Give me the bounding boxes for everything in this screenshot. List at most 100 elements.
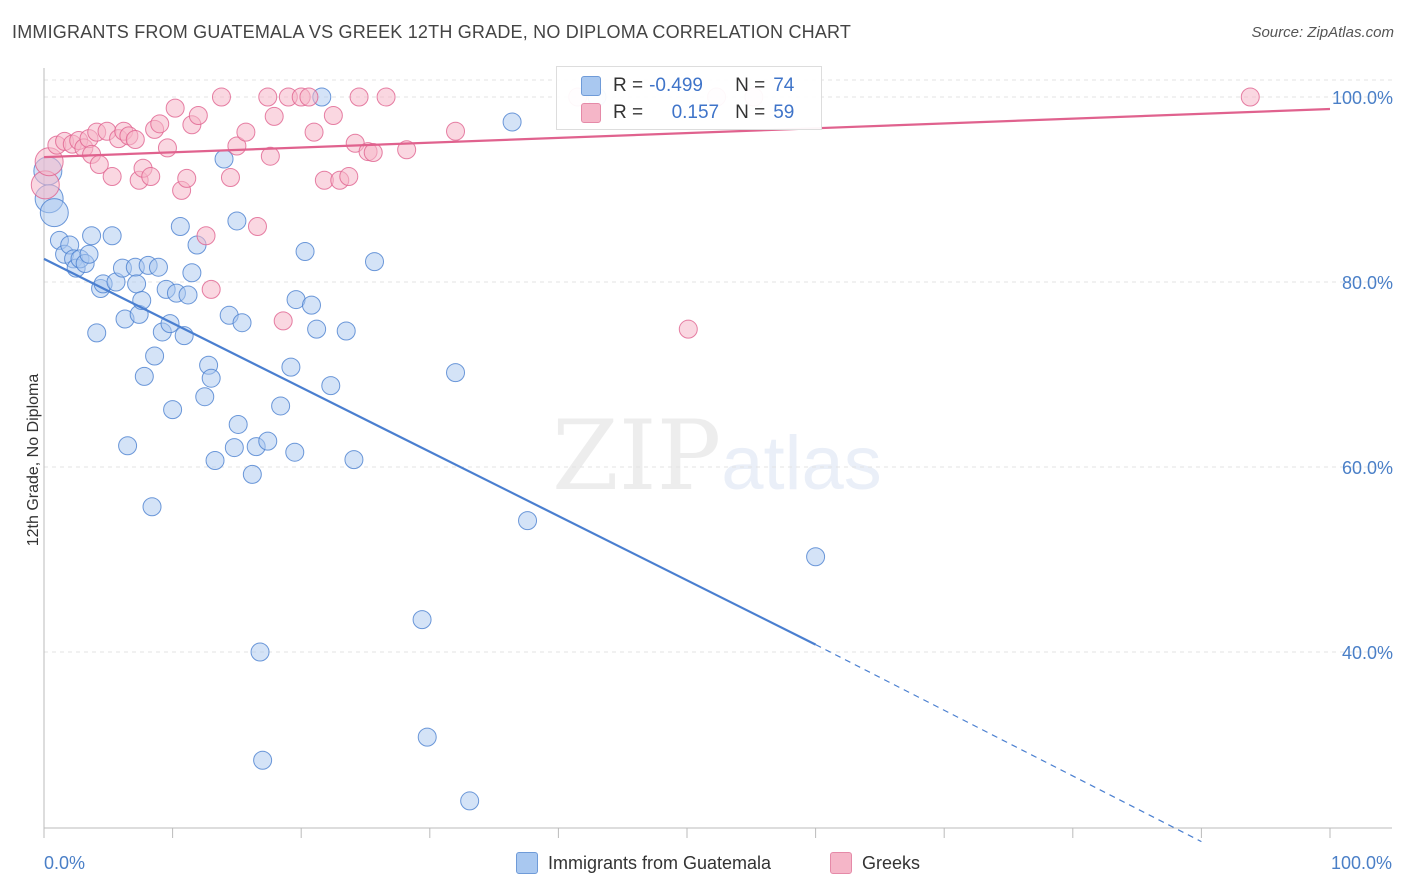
point-guatemala	[178, 285, 198, 305]
trend-line-guatemala	[43, 257, 817, 646]
point-greeks	[211, 87, 231, 107]
point-guatemala	[170, 217, 190, 236]
point-guatemala	[502, 112, 522, 132]
point-guatemala	[417, 727, 437, 747]
legend-row-greeks: R = 0.157 N = 59	[581, 100, 794, 126]
point-guatemala	[195, 387, 215, 407]
point-greeks	[220, 167, 240, 187]
point-guatemala	[39, 198, 69, 228]
point-guatemala	[201, 368, 221, 388]
point-guatemala	[307, 319, 327, 339]
point-guatemala	[295, 241, 315, 261]
x-tick-label: 100.0%	[1331, 853, 1392, 873]
point-guatemala	[285, 442, 305, 462]
point-greeks	[273, 311, 293, 331]
point-guatemala	[232, 313, 252, 333]
point-guatemala	[142, 497, 162, 517]
legend-n-label: N =	[735, 75, 766, 96]
point-greeks	[177, 168, 197, 188]
point-greeks	[247, 217, 267, 236]
point-guatemala	[271, 396, 291, 416]
point-greeks	[196, 226, 216, 246]
trend-line-greeks	[43, 107, 1331, 159]
legend-item-guatemala[interactable]: Immigrants from Guatemala	[516, 852, 771, 874]
point-guatemala	[460, 791, 480, 811]
axes	[43, 68, 1392, 838]
point-guatemala	[182, 263, 202, 283]
point-guatemala	[365, 252, 385, 272]
trend-lines	[43, 107, 1331, 843]
point-guatemala	[336, 321, 356, 341]
point-greeks	[363, 143, 383, 162]
point-greeks	[323, 106, 343, 125]
legend-swatch-greeks	[581, 103, 601, 123]
legend-swatch-guatemala	[516, 852, 538, 874]
point-guatemala	[127, 274, 147, 294]
point-greeks	[150, 114, 170, 134]
point-greeks	[299, 87, 319, 107]
point-guatemala	[301, 295, 321, 315]
series-guatemala-points	[33, 87, 826, 811]
point-guatemala	[227, 211, 247, 231]
point-guatemala	[224, 438, 244, 458]
legend-label-guatemala: Immigrants from Guatemala	[548, 852, 772, 873]
legend-n-value: 74	[773, 75, 795, 96]
point-guatemala	[412, 610, 432, 630]
legend-n-label: N =	[735, 102, 766, 123]
correlation-legend: R = -0.499 N = 74 R = 0.157 N = 59	[556, 66, 822, 130]
point-guatemala	[102, 226, 122, 246]
legend-r-label: R =	[613, 75, 644, 96]
point-greeks	[141, 167, 161, 187]
tick-labels: 100.0% 80.0% 60.0% 40.0% 0.0% 100.0%	[44, 88, 1393, 873]
legend-row-guatemala: R = -0.499 N = 74	[581, 73, 794, 99]
point-guatemala	[344, 450, 364, 470]
point-greeks	[264, 106, 284, 126]
point-greeks	[165, 98, 185, 118]
point-guatemala	[79, 244, 99, 264]
point-guatemala	[250, 642, 270, 662]
point-guatemala	[518, 511, 538, 531]
point-greeks	[349, 87, 369, 107]
point-greeks	[1240, 87, 1260, 107]
point-greeks	[397, 140, 417, 160]
point-guatemala	[228, 414, 248, 434]
grid-lines	[44, 79, 1392, 653]
watermark-zip: ZIP	[552, 400, 722, 512]
point-guatemala	[82, 226, 102, 246]
point-greeks	[446, 121, 466, 141]
trend-line-guatemala-extension	[815, 644, 1202, 843]
legend-n-value: 59	[773, 102, 795, 123]
watermark: ZIPatlas	[552, 400, 882, 512]
point-guatemala	[446, 363, 466, 383]
point-greeks	[236, 122, 256, 142]
point-greeks	[376, 87, 396, 107]
point-guatemala	[242, 464, 262, 484]
point-greeks	[201, 279, 221, 299]
point-greeks	[157, 138, 177, 158]
point-guatemala	[806, 547, 826, 567]
y-tick-label: 100.0%	[1332, 88, 1393, 108]
point-greeks	[258, 87, 278, 107]
y-tick-label: 40.0%	[1342, 643, 1393, 663]
chart-title: IMMIGRANTS FROM GUATEMALA VS GREEK 12TH …	[12, 22, 852, 42]
x-tick-label: 0.0%	[44, 853, 85, 873]
legend-r-value: 0.157	[671, 102, 720, 123]
point-greeks	[188, 106, 208, 125]
point-greeks	[339, 167, 359, 187]
point-greeks	[260, 146, 280, 166]
point-greeks	[125, 130, 145, 150]
point-greeks	[678, 319, 698, 339]
legend-r-label: R =	[613, 102, 644, 123]
point-guatemala	[163, 400, 183, 420]
point-guatemala	[281, 357, 301, 377]
source-label: Source: ZipAtlas.com	[1251, 24, 1394, 41]
point-guatemala	[145, 346, 165, 366]
point-guatemala	[321, 376, 341, 396]
y-axis-label: 12th Grade, No Diploma	[25, 374, 42, 547]
point-guatemala	[134, 366, 154, 386]
point-guatemala	[258, 431, 278, 451]
point-guatemala	[148, 257, 168, 277]
legend-item-greeks[interactable]: Greeks	[830, 852, 920, 874]
watermark-atlas: atlas	[721, 421, 882, 506]
